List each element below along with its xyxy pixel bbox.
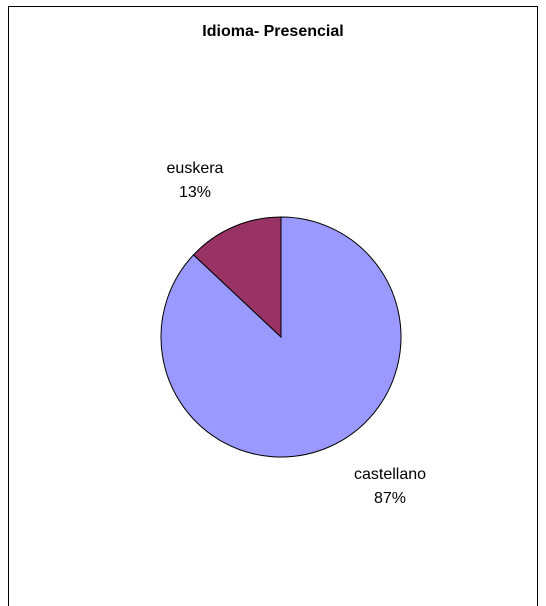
slice-value-castellano: 87% (373, 490, 407, 507)
slice-name-euskera: euskera (166, 160, 224, 177)
chart-title: Idioma- Presencial (202, 23, 344, 40)
slice-value-euskera: 13% (178, 184, 212, 201)
pie-slice-euskera (192, 216, 282, 339)
slice-label-euskera: euskera 13% (150, 157, 240, 205)
slice-label-castellano: castellano 87% (335, 463, 445, 511)
slice-name-castellano: castellano (353, 466, 427, 483)
pie-slice-castellano (160, 216, 402, 458)
